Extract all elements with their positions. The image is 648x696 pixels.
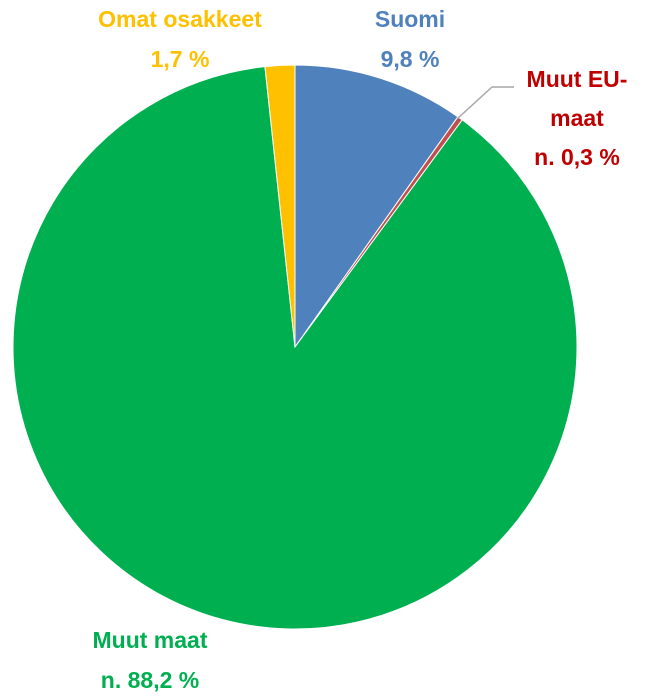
label-muut-maat-name: Muut maat xyxy=(93,627,208,653)
label-muut-eu-maat-line2: maat xyxy=(550,105,604,131)
label-muut-eu-maat-value: n. 0,3 % xyxy=(534,144,620,170)
leader-line-muut-eu-maat xyxy=(456,86,493,120)
label-suomi-name: Suomi xyxy=(375,6,445,32)
pie-slice-omat-osakkeet xyxy=(264,64,296,348)
label-muut-maat-value: n. 88,2 % xyxy=(101,667,199,693)
pie-slice-suomi xyxy=(294,64,459,349)
pie-slice-muut-maat xyxy=(12,66,578,630)
label-omat-osakkeet-value: 1,7 % xyxy=(151,46,210,72)
label-omat-osakkeet-name: Omat osakkeet xyxy=(98,6,262,32)
label-muut-eu-maat-line1: Muut EU- xyxy=(527,66,628,92)
pie-slices xyxy=(12,64,578,630)
label-suomi-value: 9,8 % xyxy=(381,46,440,72)
